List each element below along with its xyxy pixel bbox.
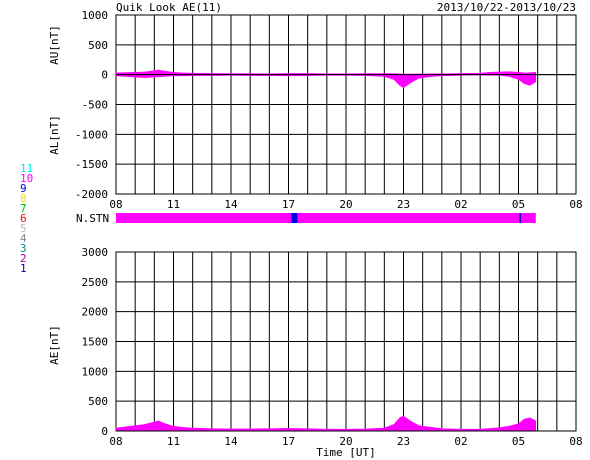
y-tick-label: 0 (101, 425, 108, 438)
x-tick-label: 20 (339, 435, 352, 448)
y-tick-label: -2000 (75, 188, 108, 201)
x-tick-label: 05 (512, 435, 525, 448)
y-axis-label-au: AU[nT] (48, 25, 61, 65)
y-axis-label-al: AL[nT] (48, 115, 61, 155)
y-tick-label: 1000 (82, 9, 109, 22)
y-tick-label: -1000 (75, 128, 108, 141)
y-tick-label: 1500 (82, 336, 109, 349)
x-tick-label: 08 (569, 198, 582, 211)
y-tick-label: 2000 (82, 306, 109, 319)
y-tick-label: 3000 (82, 246, 109, 259)
legend-item: 4 (20, 232, 27, 245)
figure-title: Quik Look AE(11) (116, 1, 222, 14)
y-tick-label: 500 (88, 395, 108, 408)
x-tick-label: 14 (224, 435, 238, 448)
legend-item: 3 (20, 242, 27, 255)
plot-frame (115, 14, 577, 195)
y-tick-label: 1000 (82, 365, 109, 378)
y-tick-label: -1500 (75, 158, 108, 171)
legend-item: 9 (20, 182, 27, 195)
y-tick-label: 500 (88, 39, 108, 52)
x-tick-label: 11 (167, 198, 180, 211)
station-bar-drop (519, 213, 521, 223)
x-axis-label: Time [UT] (316, 446, 376, 459)
legend-item: 2 (20, 252, 27, 265)
x-tick-label: 02 (454, 198, 467, 211)
station-label: N.STN (76, 212, 109, 225)
x-tick-label: 23 (397, 198, 410, 211)
legend-item: 1 (20, 262, 27, 275)
x-tick-label: 08 (109, 435, 122, 448)
y-tick-label: 2500 (82, 276, 109, 289)
x-tick-label: 20 (339, 198, 352, 211)
y-tick-label: 0 (101, 69, 108, 82)
x-tick-label: 11 (167, 435, 180, 448)
legend-item: 6 (20, 212, 27, 225)
legend-item: 11 (20, 162, 34, 175)
x-tick-label: 08 (569, 435, 582, 448)
legend-item: 8 (20, 192, 27, 205)
series-au-area (115, 69, 537, 75)
y-axis-label-ae: AE[nT] (48, 325, 61, 365)
legend-item: 7 (20, 202, 27, 215)
x-tick-label: 23 (397, 435, 410, 448)
x-tick-label: 17 (282, 198, 295, 211)
legend-item: 5 (20, 222, 27, 235)
series-al-area (115, 74, 537, 89)
y-tick-label: -500 (82, 99, 109, 112)
x-tick-label: 02 (454, 435, 467, 448)
series-ae-area (115, 415, 537, 432)
x-tick-label: 17 (282, 435, 295, 448)
legend-item: 10 (20, 172, 34, 185)
station-bar-drop (291, 213, 298, 223)
date-range: 2013/10/22-2013/10/23 (437, 1, 576, 14)
x-tick-label: 14 (224, 198, 238, 211)
x-tick-label: 05 (512, 198, 525, 211)
station-bar-panel: N.STN (76, 212, 536, 225)
x-tick-label: 08 (109, 198, 122, 211)
station-bar (116, 213, 536, 223)
